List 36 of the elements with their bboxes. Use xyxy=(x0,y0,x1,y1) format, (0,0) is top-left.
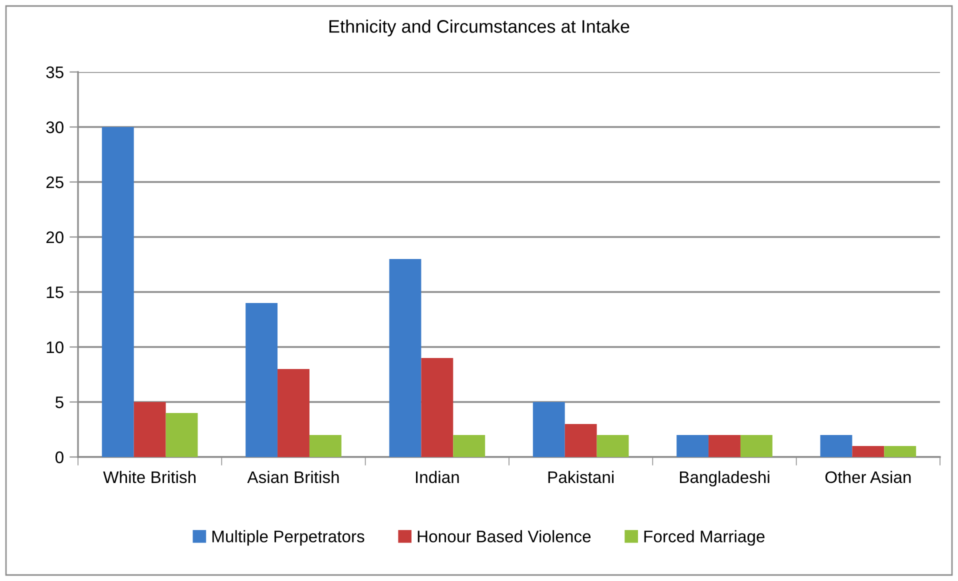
bar xyxy=(134,402,166,457)
bar xyxy=(166,413,198,457)
bar xyxy=(740,435,772,457)
bar xyxy=(884,446,916,457)
y-tick-label: 10 xyxy=(46,341,64,354)
bar xyxy=(852,446,884,457)
y-tick-label: 0 xyxy=(55,451,64,464)
x-tick-label: White British xyxy=(103,470,196,484)
legend-label: Forced Marriage xyxy=(644,530,765,546)
bar xyxy=(309,435,342,457)
x-tick-label: Bangladeshi xyxy=(680,470,770,486)
y-tick-label: 30 xyxy=(46,121,64,134)
legend-label: Multiple Perpetrators xyxy=(212,530,364,546)
bar xyxy=(708,435,740,457)
x-tick-label: Pakistani xyxy=(548,470,614,484)
bar xyxy=(676,435,709,457)
y-tick-label: 25 xyxy=(46,176,64,188)
legend-label: Honour Based Violence xyxy=(418,530,591,542)
y-tick-label: 15 xyxy=(46,286,64,298)
bar xyxy=(532,402,565,457)
x-tick-label: Other Asian xyxy=(825,470,911,484)
bar xyxy=(564,424,597,457)
y-tick-label: 5 xyxy=(56,396,64,408)
bar xyxy=(278,369,310,457)
bar xyxy=(102,127,134,457)
x-tick-label: Indian xyxy=(416,470,459,484)
bar xyxy=(596,435,629,457)
y-tick-label: 35 xyxy=(46,66,64,78)
chart-title: Ethnicity and Circumstances at Intake xyxy=(329,20,630,36)
x-tick-label: Asian British xyxy=(247,470,339,484)
bar xyxy=(246,303,278,457)
bar xyxy=(453,435,486,457)
y-tick-label: 20 xyxy=(46,231,64,244)
bar xyxy=(389,259,422,457)
bar xyxy=(421,358,454,457)
bar xyxy=(820,435,852,457)
